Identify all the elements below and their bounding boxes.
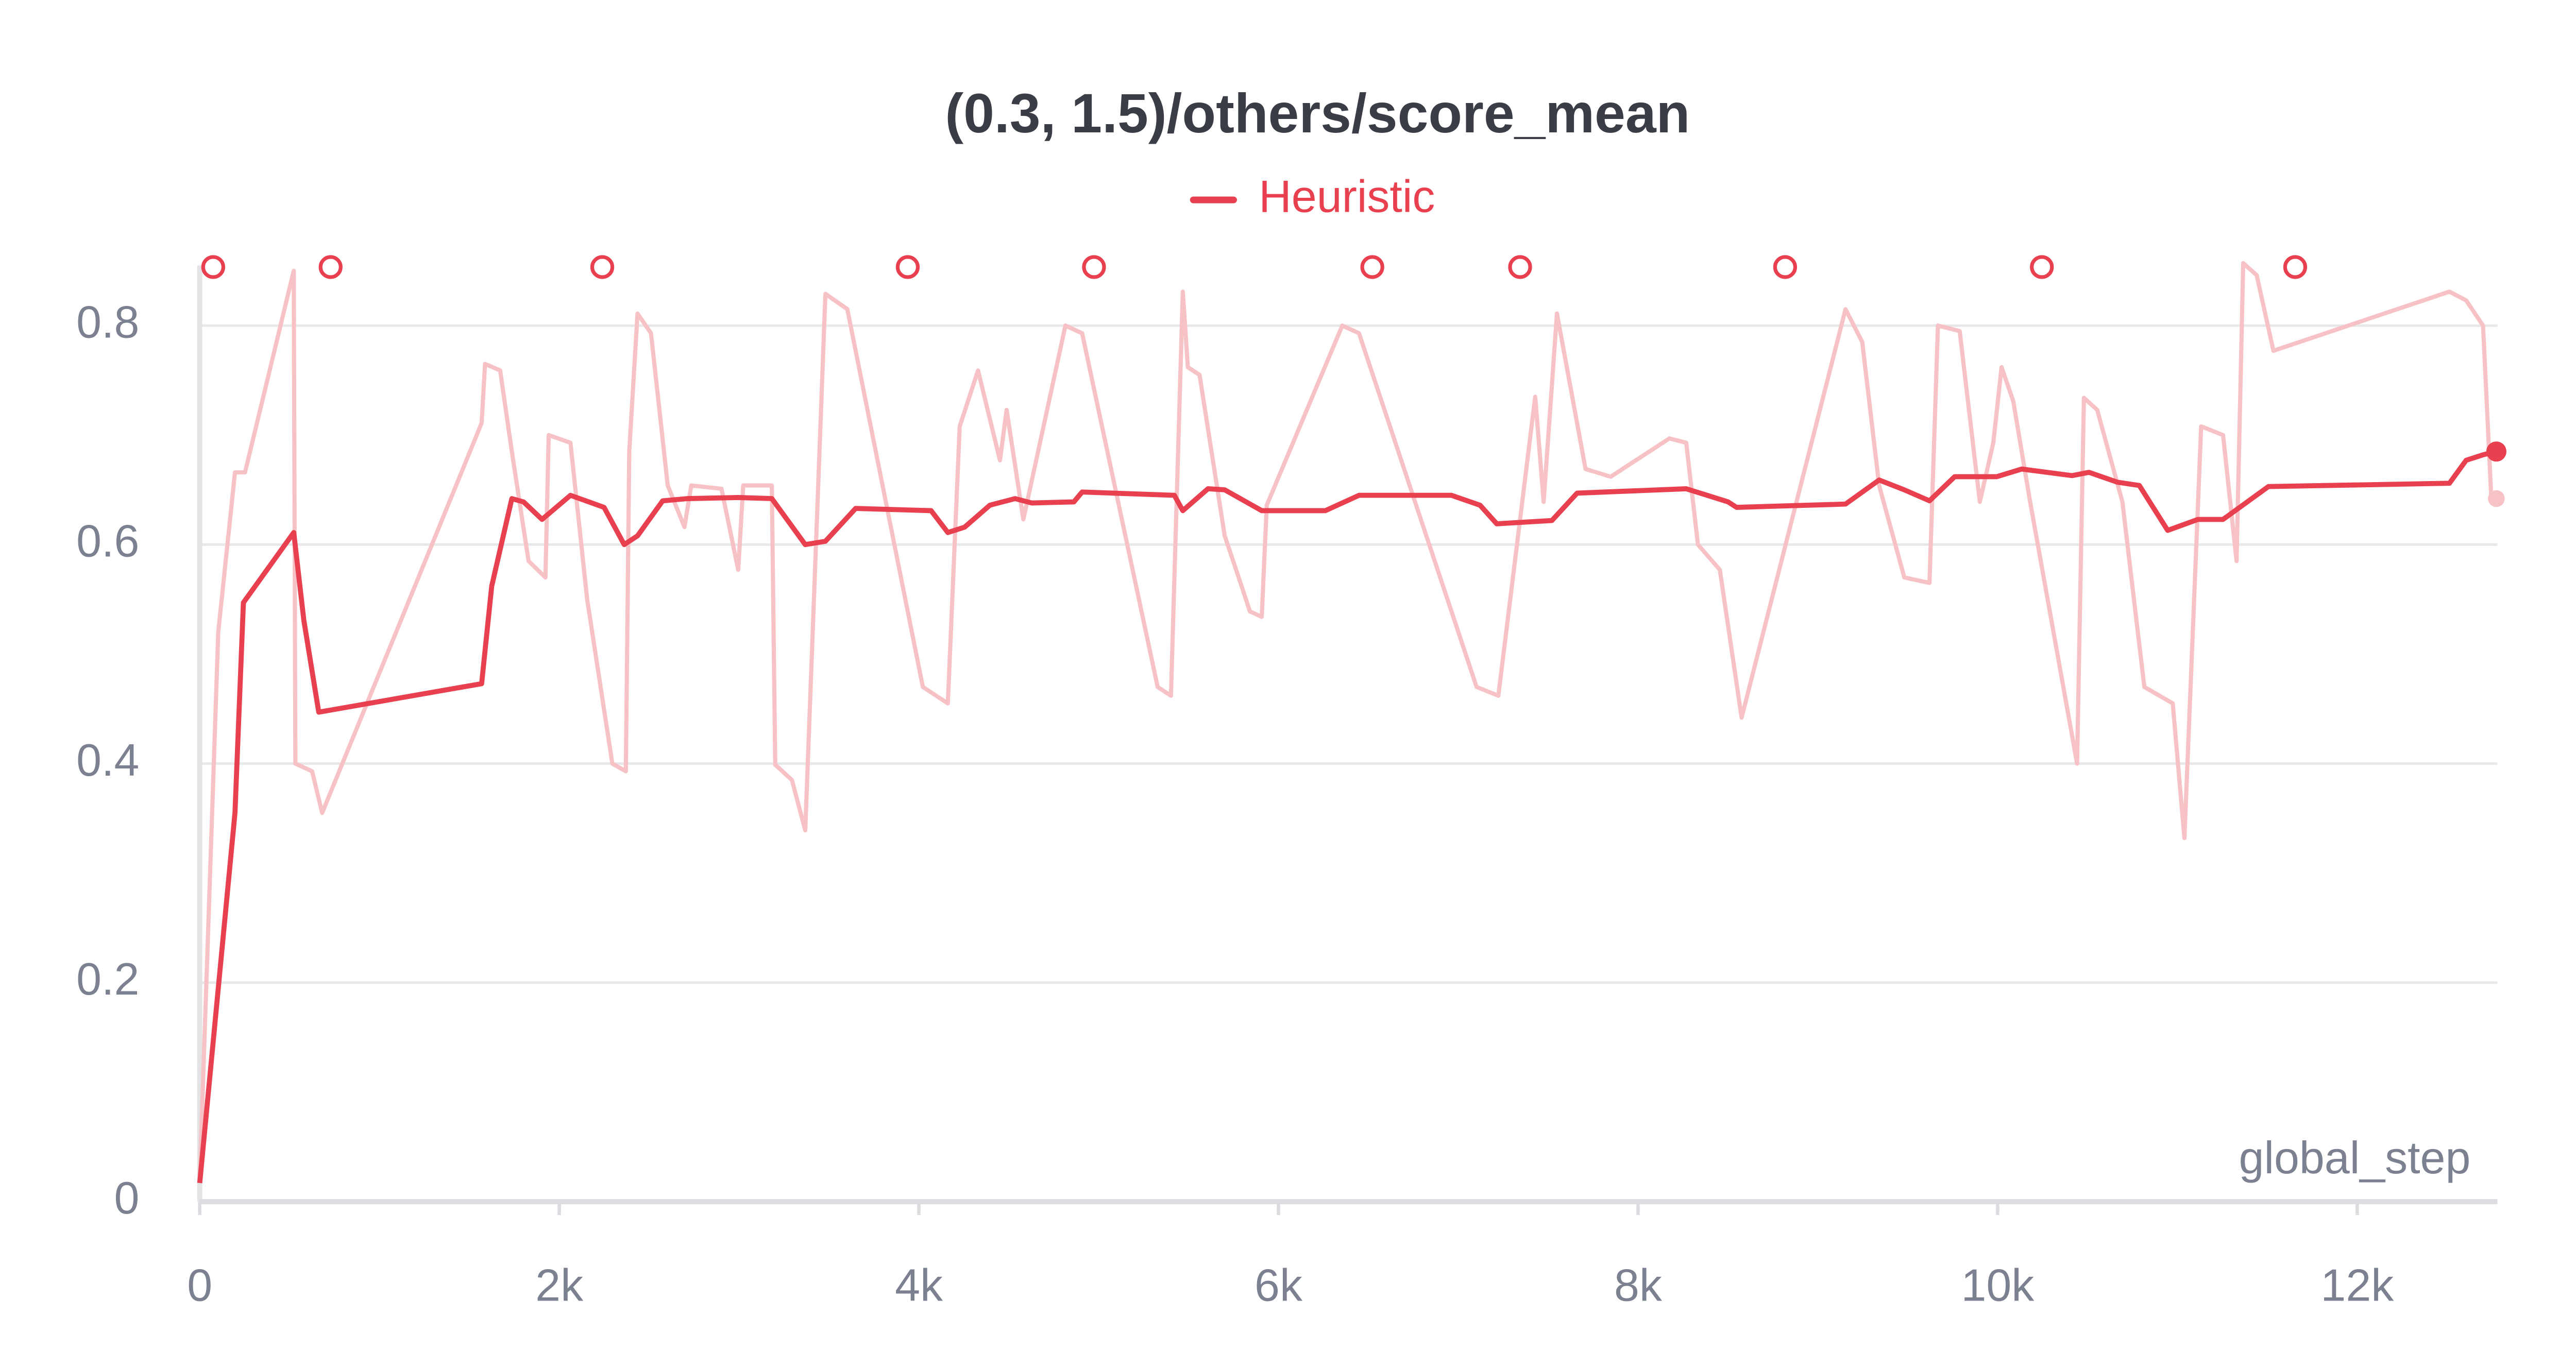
x-tick-label: 2k	[535, 1260, 584, 1311]
event-marker	[2030, 255, 2054, 279]
event-marker	[201, 255, 225, 279]
event-marker	[590, 255, 615, 279]
event-marker	[1508, 255, 1532, 279]
event-marker	[895, 255, 920, 279]
chart-title: (0.3, 1.5)/others/score_mean	[945, 82, 1690, 144]
y-tick-label: 0.2	[76, 953, 139, 1004]
end-dot	[2486, 441, 2506, 462]
x-tick-label: 10k	[1961, 1260, 2035, 1311]
event-marker	[1082, 255, 1106, 279]
event-marker	[2283, 255, 2308, 279]
x-tick-label: 6k	[1255, 1260, 1303, 1311]
legend-label: Heuristic	[1259, 170, 1435, 221]
event-marker	[1773, 255, 1798, 279]
raw-end-dot	[2488, 490, 2505, 507]
event-marker	[318, 255, 343, 279]
x-tick-label: 12k	[2320, 1260, 2394, 1311]
y-tick-label: 0.8	[76, 296, 139, 347]
x-tick-label: 4k	[895, 1260, 943, 1311]
x-axis-label: global_step	[2239, 1132, 2471, 1183]
event-marker	[1360, 255, 1384, 279]
series-line	[197, 449, 2497, 1184]
x-tick-label: 8k	[1614, 1260, 1663, 1311]
y-tick-label: 0.6	[76, 516, 139, 567]
y-tick-label: 0.4	[76, 734, 139, 785]
x-tick-label: 0	[187, 1260, 212, 1311]
y-tick-label: 0	[114, 1172, 139, 1223]
raw-line	[197, 261, 2497, 1180]
